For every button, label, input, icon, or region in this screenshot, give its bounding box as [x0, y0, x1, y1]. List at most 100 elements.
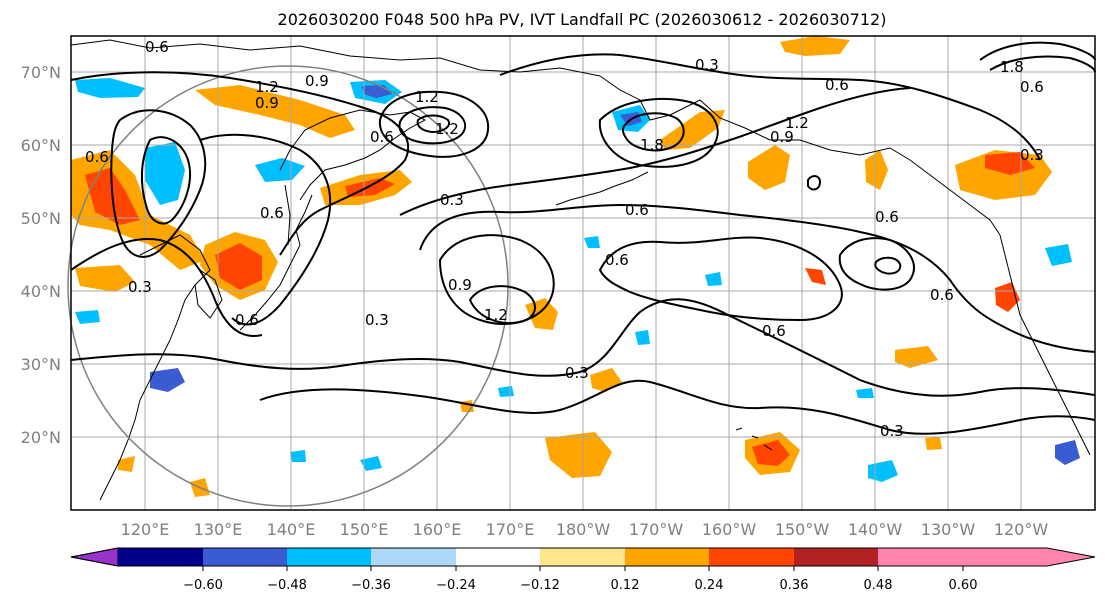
lon-label-120e: 120°E — [121, 520, 170, 539]
latitude-axis: 20°N 30°N 40°N 50°N 60°N 70°N — [21, 63, 61, 447]
pv-contour-0.3-north — [399, 87, 911, 216]
lat-label-20: 20°N — [21, 428, 61, 447]
ivt-positive-anomaly-tropics — [545, 432, 612, 478]
coastline-aleutians — [555, 171, 649, 206]
contour-label-12: 0.9 — [448, 276, 472, 294]
colorbar-tick-label-1: −0.60 — [183, 578, 223, 593]
pv-contour-okhotsk-low-core — [416, 114, 450, 134]
graticule — [71, 36, 1095, 510]
lon-label-130w: 130°W — [921, 520, 976, 539]
pv-contour-0.6-main — [419, 203, 1096, 353]
contour-label-1: 0.6 — [145, 38, 169, 56]
contour-label-17: 0.6 — [625, 201, 649, 219]
coastline-alaska — [599, 75, 1001, 236]
colorbar-segment-5 — [456, 548, 540, 566]
contour-label-11: 0.6 — [235, 311, 259, 329]
lat-label-30: 30°N — [21, 355, 61, 374]
lon-label-170w: 170°W — [629, 520, 684, 539]
colorbar-tick-label-9: 0.48 — [864, 578, 893, 593]
ivt-positive-anomalies — [71, 36, 1052, 497]
colorbar-extend-high — [878, 548, 963, 566]
contour-label-25: 1.2 — [785, 114, 809, 132]
ivt-negative-anomaly-south-china — [75, 310, 100, 324]
ivt-negative-anomaly-philippine-sea — [360, 456, 382, 471]
pv-contour-1.2-asia-loop — [110, 109, 207, 258]
contour-label-27: 1.8 — [1000, 58, 1024, 76]
ivt-positive-anomaly-gulf-alaska — [748, 145, 790, 190]
contour-label-21: 0.6 — [762, 322, 786, 340]
ivt-negative-anomaly-washington — [1045, 244, 1072, 266]
ivt-positive-anomaly-nw-alaska — [780, 36, 850, 56]
coastline-east-asia — [99, 234, 211, 501]
pv-contour-0.3-asia — [70, 238, 263, 337]
ivt-positive-anomaly-small-4 — [925, 437, 942, 450]
colorbar-segment-6 — [540, 548, 625, 566]
lat-label-70: 70°N — [21, 63, 61, 82]
contour-label-10: 0.6 — [260, 204, 284, 222]
coastline-asia-arctic — [70, 39, 601, 77]
colorbar-tick-label-4: −0.24 — [436, 578, 476, 593]
contour-label-7: 1.2 — [435, 120, 459, 138]
ivt-negative-anomaly-east-china — [150, 368, 185, 392]
contour-label-9: 0.3 — [440, 191, 464, 209]
lon-label-170e: 170°E — [486, 520, 535, 539]
contour-label-2: 1.2 — [255, 78, 279, 96]
pv-contour-0.6-inner — [598, 236, 843, 322]
colorbar-tick-label-2: −0.48 — [267, 578, 307, 593]
coastline-north-america — [999, 234, 1091, 456]
lon-label-160w: 160°W — [702, 520, 757, 539]
contour-label-14: 0.3 — [365, 311, 389, 329]
contour-label-5: 1.2 — [415, 88, 439, 106]
colorbar-tick-label-7: 0.24 — [695, 578, 724, 593]
lon-label-180w: 180°W — [556, 520, 611, 539]
pv-contour-0.6-small-loop — [874, 256, 902, 275]
map-frame — [70, 35, 1096, 511]
pv-contour-0.6-north — [499, 53, 1041, 161]
colorbar-tick-label-10: 0.60 — [949, 578, 978, 593]
pv-contour-1.8-arctic — [989, 55, 1096, 73]
ivt-positive-anomaly-small-3 — [118, 456, 135, 472]
contour-label-15: 0.3 — [128, 278, 152, 296]
pv-contour-2.1-arctic — [979, 41, 1096, 61]
contour-label-23: 0.6 — [825, 76, 849, 94]
contour-label-22: 0.6 — [875, 208, 899, 226]
colorbar-tick-label-3: −0.36 — [351, 578, 391, 593]
lon-label-130e: 130°E — [194, 520, 243, 539]
contour-label-19: 0.3 — [695, 56, 719, 74]
longitude-axis: 120°E 130°E 140°E 150°E 160°E 170°E 180°… — [121, 520, 1049, 539]
pv-contours — [70, 41, 1096, 435]
colorbar-segment-9 — [794, 548, 878, 566]
coastline-korea — [194, 269, 223, 319]
lon-label-160e: 160°E — [413, 520, 462, 539]
contour-label-8: 0.6 — [85, 148, 109, 166]
contour-label-16: 0.3 — [565, 364, 589, 382]
colorbar-outline — [70, 547, 1096, 567]
pv-contour-1.2-central — [468, 285, 536, 324]
contour-label-18: 0.3 — [880, 422, 904, 440]
colorbar-segment-3 — [287, 548, 371, 566]
lon-label-150w: 150°W — [775, 520, 830, 539]
ivt-negative-anomaly-manchuria — [145, 142, 185, 205]
colorbar-tick-label-5: −0.12 — [520, 578, 560, 593]
ivt-positive-anomaly-ne-pacific — [865, 150, 888, 190]
pv-contour-0.3-gulf-loop — [807, 175, 822, 191]
pv-contour-0.3-subtropical — [70, 298, 1096, 397]
lon-label-150e: 150°E — [340, 520, 389, 539]
map-panel: 0.6 1.2 0.9 0.9 1.2 0.6 1.2 0.6 0.3 0.6 … — [67, 35, 1096, 511]
ivt-positive-anomaly-alaska — [660, 110, 725, 150]
pv-contour-0.3-tropical — [259, 379, 1096, 435]
colorbar-segment-4 — [371, 548, 456, 566]
lon-label-140e: 140°E — [267, 520, 316, 539]
ivt-positive-anomaly-central-pacific — [525, 298, 558, 330]
colorbar-segment-8 — [709, 548, 794, 566]
contour-label-24: 1.8 — [640, 136, 664, 154]
contour-labels: 0.6 1.2 0.9 0.9 1.2 0.6 1.2 0.6 0.3 0.6 … — [85, 38, 1044, 440]
ivt-positive-anomaly-subtropic — [895, 346, 938, 368]
pv-contour-0.6-ne-pacific-loop — [838, 237, 915, 291]
ivt-positive-anomaly-small-1 — [805, 268, 826, 285]
contour-label-28: 0.6 — [1020, 78, 1044, 96]
lat-label-40: 40°N — [21, 282, 61, 301]
pv-contour-0.9-asia — [70, 71, 410, 256]
pv-contour-1.2-alaska — [598, 98, 719, 168]
